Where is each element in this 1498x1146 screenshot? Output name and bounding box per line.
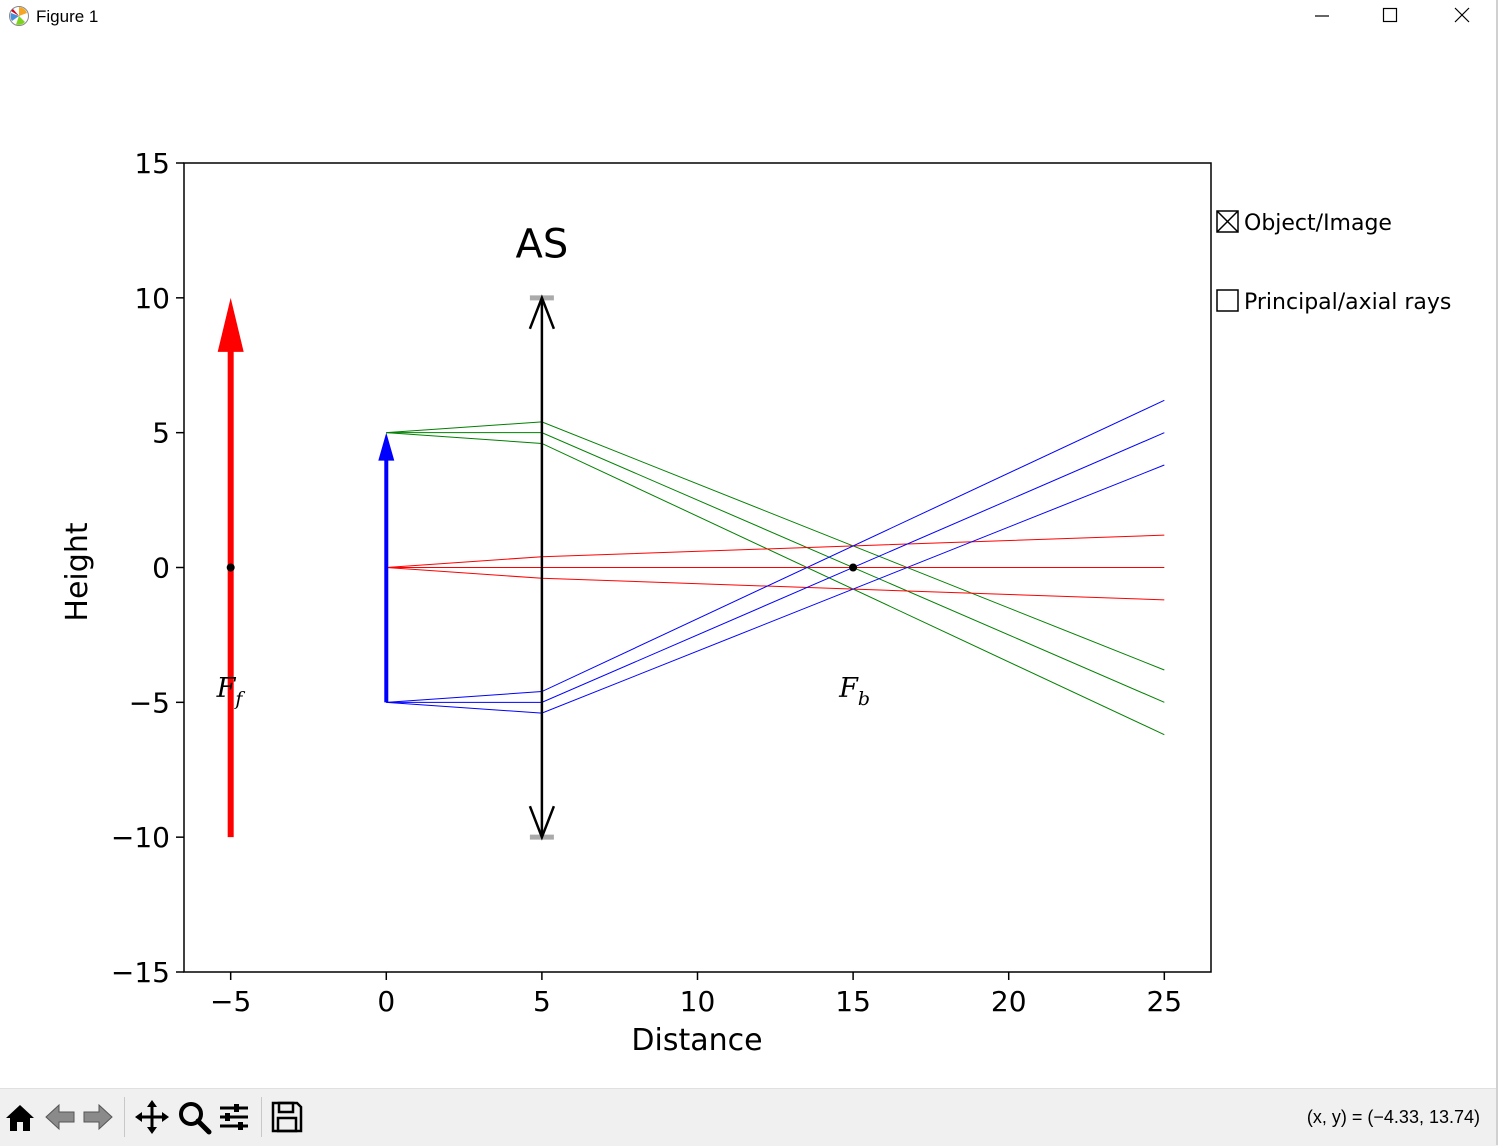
ray-trace-2 (386, 432, 1165, 736)
x-tick-label: 10 (680, 985, 716, 1018)
focal-point-1 (849, 563, 858, 572)
x-tick-label: 0 (377, 985, 395, 1018)
lens-arrowhead-top (528, 294, 556, 330)
ray-trace-0 (386, 421, 1165, 671)
window-border (1496, 0, 1498, 1145)
lens-arrowhead-bottom (528, 805, 556, 841)
x-tick-label: 20 (991, 985, 1027, 1018)
checkbox-principal-axial-rays-box[interactable] (1216, 289, 1239, 312)
cursor-coordinates: (x, y) = (−4.33, 13.74) (1306, 1107, 1480, 1127)
y-tick-label: 5 (152, 417, 170, 450)
zoom-icon[interactable] (176, 1099, 212, 1135)
checkbox-principal-axial-rays-label: Principal/axial rays (1244, 290, 1451, 315)
title-bar: Figure 1 (0, 0, 1498, 34)
annotation-focal-label-b: Fb (838, 673, 870, 710)
object-arrow-head (378, 432, 395, 461)
save-icon[interactable] (269, 1099, 305, 1135)
back-icon[interactable] (42, 1099, 78, 1135)
ray-trace-5 (386, 567, 1165, 601)
window-title: Figure 1 (36, 7, 99, 26)
y-tick-label: 10 (134, 282, 170, 315)
ray-trace-3 (386, 534, 1165, 568)
x-tick-label: 5 (533, 985, 551, 1018)
navigation-toolbar: (x, y) = (−4.33, 13.74) (0, 1088, 1498, 1146)
checkbox-principal-axial-rays[interactable]: Principal/axial rays (1216, 289, 1451, 315)
configure-subplots-icon[interactable] (216, 1099, 252, 1135)
toolbar-separator (261, 1097, 262, 1137)
checkbox-object-image[interactable]: Object/Image (1216, 210, 1392, 236)
y-tick-label: −15 (111, 956, 170, 989)
focal-point-0 (226, 563, 235, 572)
pan-icon[interactable] (134, 1099, 170, 1135)
y-tick-label: −5 (129, 686, 170, 719)
close-button[interactable] (1428, 0, 1496, 32)
minimize-button[interactable] (1288, 0, 1356, 32)
axis-ticks: −5 0 5 10 15 20 25 −15 −10 −5 0 5 10 15 (111, 147, 1182, 1018)
y-tick-label: 0 (152, 552, 170, 585)
checkbox-object-image-label: Object/Image (1244, 211, 1392, 236)
matplotlib-app-icon (9, 6, 29, 26)
ray-trace-8 (386, 464, 1165, 714)
y-axis-label: Height (60, 522, 95, 621)
y-tick-label: −10 (111, 821, 170, 854)
toolbar-separator (124, 1097, 125, 1137)
maximize-button[interactable] (1356, 0, 1424, 32)
forward-icon[interactable] (80, 1099, 116, 1135)
x-tick-label: 25 (1146, 985, 1182, 1018)
y-tick-label: 15 (134, 147, 170, 180)
x-axis-label: Distance (631, 1023, 762, 1058)
annotation-as: AS (516, 221, 569, 267)
x-tick-label: 15 (835, 985, 871, 1018)
front-focal-arrow-head (217, 297, 244, 352)
x-tick-label: −5 (210, 985, 251, 1018)
checkbox-object-image-cross-b (1216, 210, 1239, 233)
ray-trace-6 (386, 399, 1165, 703)
home-icon[interactable] (2, 1099, 38, 1135)
